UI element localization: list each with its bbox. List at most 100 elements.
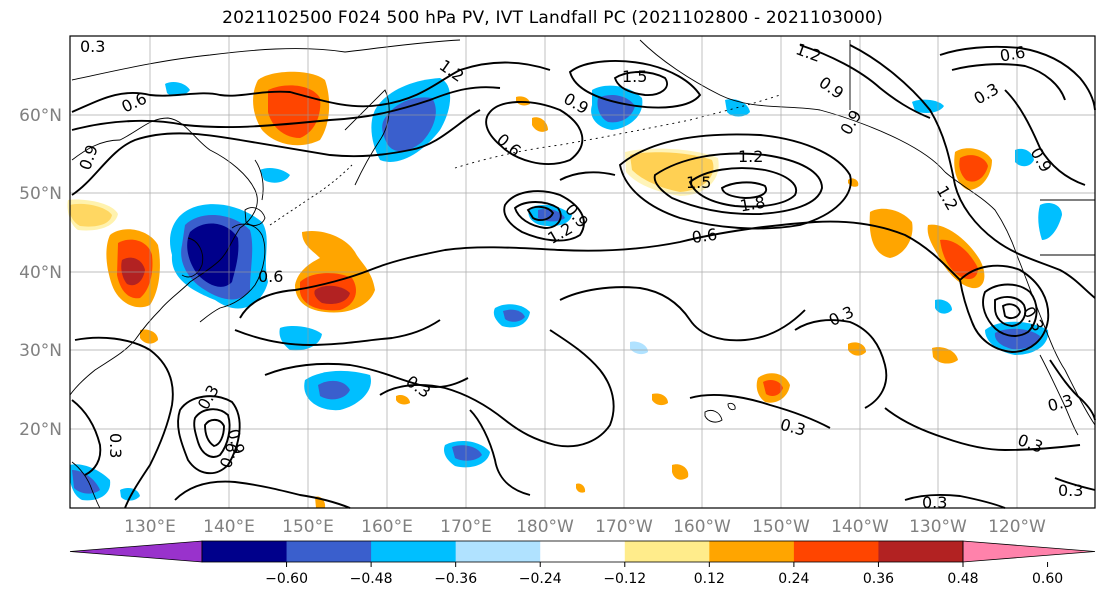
contour-ab xyxy=(234,319,441,346)
contour-ai xyxy=(689,394,831,429)
lat-label: 50°N xyxy=(19,184,62,204)
colorbar-tick-label: −0.24 xyxy=(519,571,562,587)
contour-label: 0.3 xyxy=(1046,391,1076,416)
lon-label: 170°W xyxy=(595,517,653,537)
contour-label: 0.6 xyxy=(258,267,283,286)
lon-label: 130°E xyxy=(124,517,176,537)
lat-axis: 60°N 50°N 40°N 30°N 20°N xyxy=(19,106,62,440)
contour-am xyxy=(1054,477,1096,491)
colorbar-tick-label: −0.36 xyxy=(434,571,477,587)
colorbar-tick-label: −0.12 xyxy=(603,571,646,587)
contour-label: 0.3 xyxy=(970,79,1002,108)
colorbar-tick-label: 0.48 xyxy=(947,571,978,587)
shade-neg-30n-160e-mid xyxy=(318,380,350,400)
coast-hawaii xyxy=(704,402,736,423)
lon-label: 160°E xyxy=(361,517,413,537)
coast-korea xyxy=(181,237,204,278)
shade-neg-misc7 xyxy=(935,299,952,314)
colorbar-outline xyxy=(201,540,964,563)
shade-pos-misc5 xyxy=(932,347,958,364)
contour-label: 0.9 xyxy=(836,107,865,139)
lon-label: 170°E xyxy=(440,517,492,537)
map-title: 2021102500 F024 500 hPa PV, IVT Landfall… xyxy=(222,8,883,28)
colorbar-tick-label: 0.60 xyxy=(1032,571,1063,587)
shade-pos-misc2 xyxy=(516,96,530,106)
colorbar-swatch xyxy=(878,541,964,562)
contour-label: 0.3 xyxy=(402,372,434,402)
shade-neg-misc5 xyxy=(630,341,648,355)
contour-z xyxy=(204,418,225,447)
contour-label: 0.9 xyxy=(75,142,102,172)
shade-pos-misc10 xyxy=(396,394,410,405)
colorbar-tick-label: 0.12 xyxy=(694,571,725,587)
lon-label: 130°W xyxy=(909,517,967,537)
shade-neg-bering-mid xyxy=(597,94,635,123)
shade-pos-china-core xyxy=(121,257,145,286)
contour-label: 0.9 xyxy=(815,73,847,103)
contour-l xyxy=(513,201,562,229)
contour-label: 0.3 xyxy=(80,37,105,56)
lon-label: 140°E xyxy=(203,517,255,537)
contour-label: 0.3 xyxy=(194,382,223,414)
ivt-contours xyxy=(71,44,1096,509)
shade-pos-misc3 xyxy=(140,329,158,344)
colorbar-tick-label: −0.48 xyxy=(350,571,393,587)
shade-pos-160w-y xyxy=(625,148,719,196)
shade-neg-misc4 xyxy=(1015,148,1034,167)
colorbar-extend-low xyxy=(69,540,203,563)
colorbar-swatch xyxy=(709,541,795,562)
lon-label: 140°W xyxy=(831,517,889,537)
contour-ao xyxy=(71,399,102,476)
shade-pos-misc9 xyxy=(576,483,586,493)
contour-label: 0.6 xyxy=(691,225,719,247)
contour-c xyxy=(71,109,481,196)
lat-label: 40°N xyxy=(19,263,62,283)
contour-label: 1.8 xyxy=(738,192,766,215)
shade-pos-150w-mid xyxy=(763,380,783,396)
colorbar-swatch xyxy=(624,541,710,562)
contour-q xyxy=(994,296,1027,327)
contour-b xyxy=(71,86,501,131)
contour-label: 1.2 xyxy=(793,39,823,66)
lon-axis: 130°E 140°E 150°E 160°E 170°E 180°W 170°… xyxy=(124,517,1046,537)
map-frame xyxy=(69,35,1096,509)
lat-label: 60°N xyxy=(19,106,62,126)
lat-label: 30°N xyxy=(19,341,62,361)
shade-neg-sw-mid xyxy=(72,470,100,494)
shade-neg-japan-core xyxy=(187,223,239,287)
shade-neg-180-35n-mid xyxy=(503,309,525,322)
colorbar: −0.60 −0.48 −0.36 −0.24 −0.12 0.12 0.24 0.36 0.4… xyxy=(69,540,1096,587)
contour-ac xyxy=(264,362,469,388)
contour-w xyxy=(1004,89,1086,186)
contour-an xyxy=(559,171,616,181)
coast-baja xyxy=(1039,354,1079,436)
contour-label: 0.3 xyxy=(922,493,947,512)
lon-label: 120°W xyxy=(988,517,1046,537)
shade-neg-ec xyxy=(279,326,322,351)
contour-v xyxy=(951,63,1066,101)
shade-pos-pnw-core xyxy=(940,239,978,280)
shade-pos-pnw xyxy=(869,208,913,258)
contour-label: 0.6 xyxy=(493,130,525,161)
contour-s xyxy=(849,44,1096,299)
contour-ae xyxy=(379,329,615,448)
colorbar-swatch xyxy=(540,541,626,562)
contour-label: 0.3 xyxy=(778,415,808,440)
contour-label: 0.9 xyxy=(1026,144,1055,176)
colorbar-tick-label: 0.24 xyxy=(778,571,809,587)
lon-label: 160°W xyxy=(673,517,731,537)
contour-n xyxy=(239,220,961,319)
shade-pos-misc4 xyxy=(848,342,866,356)
shade-neg-misc6 xyxy=(120,488,140,501)
colorbar-swatches xyxy=(69,540,1096,563)
shade-pos-misc7 xyxy=(652,393,668,406)
shade-neg-misc1 xyxy=(260,167,290,183)
colorbar-swatch xyxy=(371,541,457,562)
colorbar-tick-label: 0.36 xyxy=(863,571,894,587)
contour-h xyxy=(653,152,823,216)
contour-o xyxy=(958,264,1050,353)
contour-f xyxy=(613,71,668,96)
contour-aj xyxy=(884,407,1081,451)
colorbar-swatch xyxy=(793,541,879,562)
shade-pos-misc1 xyxy=(532,117,548,132)
